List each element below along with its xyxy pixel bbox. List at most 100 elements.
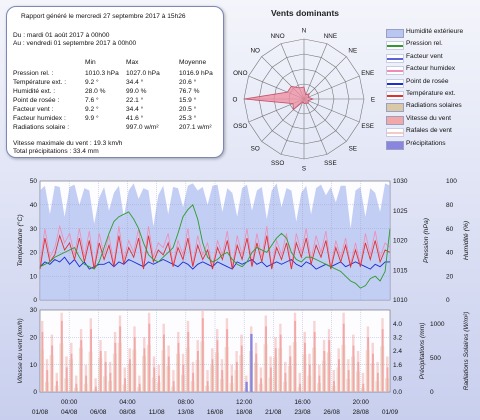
rose-label: NNE — [324, 33, 337, 40]
wind-bar — [216, 340, 219, 392]
legend-swatch — [386, 91, 404, 100]
report-from: Du : mardi 01 août 2017 à 00h00 — [13, 32, 110, 39]
report-generated: Rapport généré le mercredi 27 septembre … — [21, 13, 186, 20]
legend-label: Point de rosée — [406, 77, 449, 85]
legend-swatch — [386, 140, 404, 150]
legend-label: Vitesse du vent — [406, 114, 451, 122]
wind-bar — [226, 329, 229, 392]
x-tick-date: 28/08 — [353, 409, 370, 416]
wind-bar — [386, 367, 389, 392]
gust-bar — [206, 370, 209, 392]
wind-bar — [75, 383, 78, 392]
rose-label: S — [302, 166, 306, 173]
summary-label: Température ext. : — [13, 79, 67, 86]
rain-total: Total précipitations : 33.4 mm — [13, 148, 99, 155]
summary-max: 1027.0 hPa — [126, 70, 160, 77]
wind-max: Vitesse maximale du vent : 19.3 km/h — [13, 140, 123, 147]
wind-bar — [328, 340, 331, 392]
summary-max: 997.0 w/m² — [126, 124, 159, 131]
wind-bar — [376, 372, 379, 392]
wind-bar — [352, 345, 355, 392]
summary-min: 9.9 ° — [85, 115, 99, 122]
gust-bar — [172, 370, 175, 392]
y-tick-pressure: 1015 — [393, 268, 408, 275]
wind-bar — [289, 356, 292, 392]
rose-label: ENE — [361, 70, 374, 77]
y-tick-pressure: 1030 — [393, 178, 408, 185]
wind-bar — [46, 370, 49, 392]
wind-bar — [187, 331, 190, 392]
summary-panel: Rapport généré le mercredi 27 septembre … — [6, 6, 224, 158]
legend-swatch — [386, 41, 404, 51]
y-tick-solar: 1000 — [430, 321, 445, 328]
y-tick-temp: 30 — [30, 226, 38, 233]
gust-bar — [332, 370, 335, 392]
wind-bar — [114, 342, 117, 392]
summary-max: 41.6 ° — [126, 115, 144, 122]
wind-bar — [51, 345, 54, 392]
rose-label: E — [371, 97, 375, 104]
summary-min: 9.2 ° — [85, 106, 99, 113]
wind-bar — [235, 361, 238, 392]
humidex-line — [39, 224, 391, 267]
wind-bar — [172, 381, 175, 392]
summary-min: 7.6 ° — [85, 97, 99, 104]
gust-bar — [94, 378, 97, 392]
rose-label: SSO — [271, 160, 284, 167]
wind-bar — [124, 378, 126, 392]
x-tick-time: 20:00 — [353, 399, 370, 406]
wind-bar — [211, 359, 214, 392]
y-tick-wind: 30 — [30, 307, 38, 314]
legend-label: Température ext. — [406, 90, 456, 97]
rose-label: SSE — [324, 160, 337, 167]
x-tick-date: 18/08 — [236, 409, 253, 416]
y-tick-rain: 4.0 — [393, 321, 402, 328]
summary-max: 34.4 ° — [126, 106, 144, 113]
legend-label: Radiations solaires — [406, 102, 462, 110]
wind-bar — [323, 351, 326, 392]
rose-spoke — [303, 43, 328, 100]
summary-label: Radiations solaire : — [13, 124, 70, 131]
rose-label: O — [233, 97, 238, 104]
rose-label: OSO — [233, 123, 247, 130]
wind-bar — [192, 372, 195, 392]
wind-bar — [357, 361, 360, 392]
wind-bar — [177, 342, 180, 392]
legend: Humidité extérieure Pression rel. Facteur … — [386, 6, 476, 156]
y-tick-humidity: 20 — [446, 273, 454, 280]
wind-bar — [201, 318, 204, 392]
rain-bar — [250, 333, 253, 392]
main-chart: 0102030405010101015102010251030020406080… — [16, 178, 470, 416]
wind-bar — [381, 329, 384, 392]
wind-bar — [206, 381, 209, 392]
rose-label: SE — [349, 145, 357, 152]
y-tick-wind: 10 — [30, 362, 38, 369]
y-tick-wind: 0 — [33, 389, 37, 396]
wind-bar — [99, 351, 102, 392]
legend-swatch — [386, 115, 404, 125]
wind-bar — [284, 372, 287, 392]
legend-label: Facteur vent — [406, 52, 443, 60]
wind-bar — [372, 353, 374, 392]
gust-bar — [361, 372, 365, 392]
wind-bar — [60, 320, 63, 392]
wind-bar — [104, 361, 107, 392]
wind-bar — [148, 323, 151, 392]
summary-min: 1010.3 hPa — [85, 70, 119, 77]
wind-bar — [41, 331, 44, 392]
wind-bar — [279, 334, 282, 392]
x-tick-date: 11/08 — [149, 409, 165, 416]
gust-bar — [138, 375, 141, 392]
wind-bar — [158, 375, 160, 392]
rose-spoke — [303, 98, 328, 155]
wind-bar — [197, 351, 199, 392]
wind-bar — [94, 386, 97, 392]
y-tick-temp: 10 — [30, 273, 38, 280]
legend-label: Facteur humidex — [406, 65, 456, 73]
y-tick-temp: 0 — [33, 297, 37, 304]
rose-area — [243, 85, 315, 111]
y-tick-temp: 20 — [30, 250, 38, 257]
wind-bar — [313, 331, 316, 392]
rose-label: SO — [251, 145, 260, 152]
